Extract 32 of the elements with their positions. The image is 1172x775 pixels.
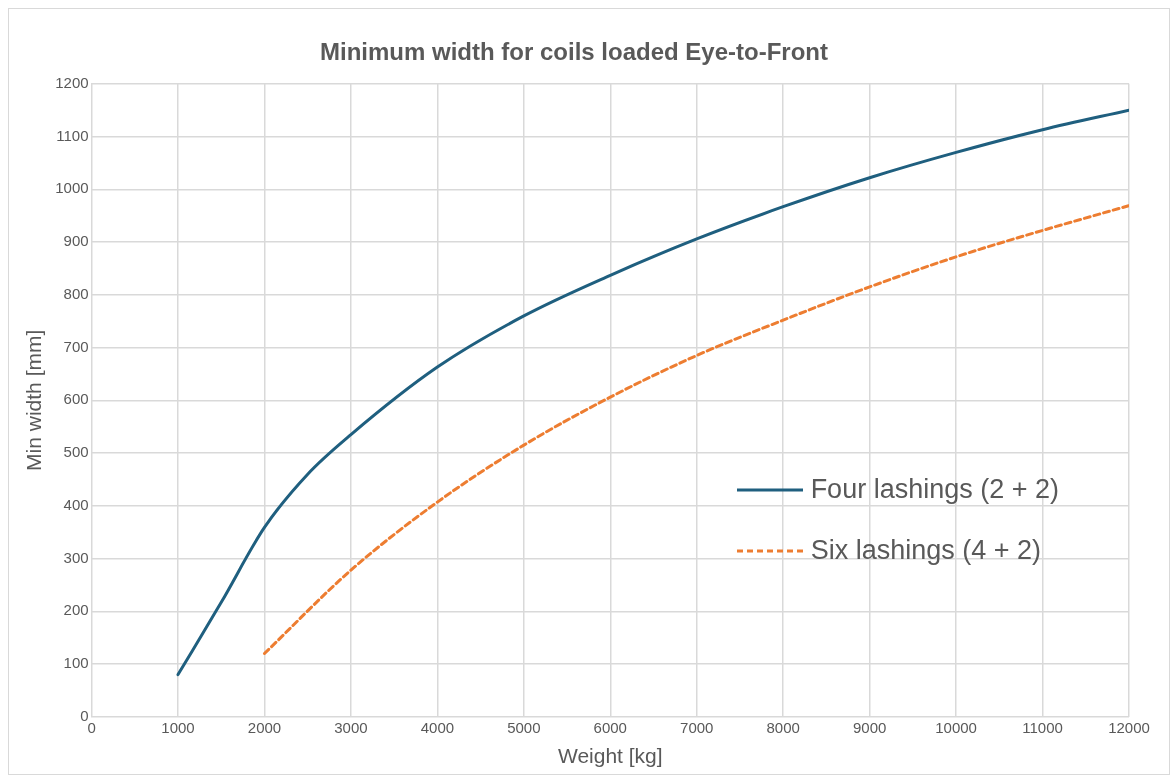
- y-tick-label: 400: [63, 495, 89, 513]
- x-tick-label: 12000: [1108, 718, 1150, 736]
- x-tick-label: 8000: [766, 718, 800, 736]
- x-axis-title: Weight [kg]: [557, 744, 663, 768]
- x-tick-label: 9000: [852, 718, 887, 736]
- x-tick-label: 10000: [935, 718, 977, 736]
- y-tick-label: 900: [63, 232, 89, 250]
- legend-label: Six lashings (4 + 2): [810, 535, 1041, 566]
- x-tick-label: 3000: [334, 718, 368, 736]
- y-tick-label: 600: [63, 390, 89, 408]
- x-tick-label: 5000: [507, 718, 541, 736]
- y-tick-label: 300: [63, 548, 89, 566]
- chart-title: Minimum width for coils loaded Eye-to-Front: [320, 38, 828, 66]
- y-tick-label: 500: [63, 443, 89, 461]
- x-tick-label: 1000: [161, 718, 195, 736]
- y-axis-title: Min width [mm]: [22, 329, 46, 471]
- y-tick-label: 100: [63, 654, 89, 672]
- x-tick-label: 11000: [1022, 718, 1063, 736]
- y-tick-label: 800: [63, 284, 89, 302]
- x-tick-label: 2000: [247, 718, 282, 736]
- x-tick-label: 4000: [420, 718, 455, 736]
- y-tick-label: 0: [80, 706, 89, 724]
- legend-label: Four lashings (2 + 2): [810, 474, 1059, 505]
- y-tick-label: 700: [63, 337, 89, 355]
- x-tick-label: 6000: [593, 718, 627, 736]
- line-series: [176, 108, 1129, 677]
- line-series: [262, 204, 1129, 655]
- y-tick-label: 1000: [55, 179, 89, 197]
- y-tick-label: 200: [63, 601, 89, 619]
- y-tick-label: 1100: [56, 126, 89, 144]
- x-tick-label: 7000: [680, 718, 714, 736]
- y-tick-label: 1200: [55, 73, 89, 91]
